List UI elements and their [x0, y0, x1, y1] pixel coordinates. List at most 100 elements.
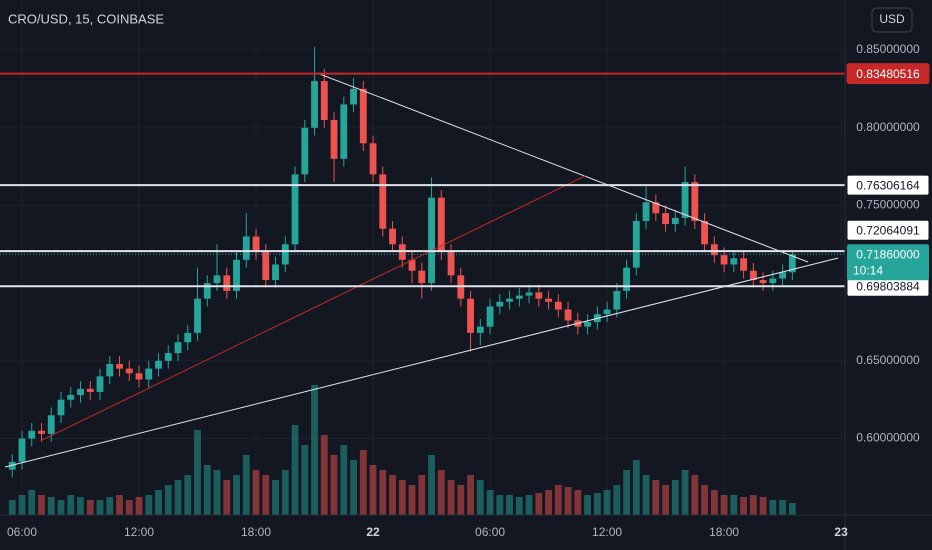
candle-body: [164, 353, 172, 361]
volume-bar: [613, 485, 621, 515]
candle-body: [359, 88, 367, 144]
candle-body: [603, 309, 611, 315]
candle-body: [184, 332, 192, 343]
x-tick-label: 06:00: [7, 525, 37, 539]
volume-bar: [593, 493, 601, 515]
level-tag: [846, 63, 930, 85]
volume-bar: [671, 480, 679, 515]
y-tick-label: 0.75000000: [856, 198, 920, 212]
candle-body: [8, 461, 16, 470]
volume-bar: [506, 495, 513, 515]
candle-body: [145, 368, 153, 380]
candle-body: [642, 202, 650, 221]
candle-body: [759, 280, 767, 284]
volume-bar: [350, 460, 357, 515]
candle-body: [788, 254, 796, 273]
currency-button-label[interactable]: USD: [879, 12, 905, 26]
x-tick-label: 18:00: [709, 525, 739, 539]
candle-body: [486, 306, 494, 327]
candle-body: [369, 143, 377, 175]
candle-body: [437, 197, 445, 253]
grid: [0, 0, 845, 515]
volume-bar: [730, 495, 738, 515]
level-tag-label: 0.72064091: [856, 223, 920, 237]
volume-bar: [779, 500, 787, 515]
volume-bar: [389, 475, 396, 515]
level-tag-label: 0.69803884: [856, 279, 920, 293]
currency-button[interactable]: [871, 7, 913, 33]
countdown: 10:14: [853, 263, 883, 277]
candle-body: [203, 283, 211, 299]
volume-bar: [203, 465, 211, 515]
volume-bar: [281, 470, 289, 515]
candle-body: [155, 360, 162, 369]
level-tag-label: 0.83480516: [856, 67, 920, 81]
volume-bar: [194, 430, 201, 515]
volume-bar: [584, 495, 591, 515]
candle-body: [525, 292, 533, 296]
volume-bar: [291, 425, 299, 515]
volume-bar: [106, 497, 114, 515]
candle-body: [67, 395, 75, 400]
trendline: [41, 175, 586, 441]
last-price-tag: [847, 244, 929, 281]
candle-body: [28, 430, 36, 439]
volume-bar: [301, 445, 309, 515]
candle-body: [652, 202, 660, 214]
candle-body: [662, 213, 669, 225]
candle-body: [740, 258, 748, 271]
candle-body: [535, 292, 543, 299]
volume-bar: [662, 485, 669, 515]
volume-bar: [691, 475, 699, 515]
volume-bar: [155, 490, 162, 515]
candle-body: [710, 244, 718, 256]
y-tick-label: 0.60000000: [856, 431, 920, 445]
candle-body: [96, 376, 104, 392]
volume-bar: [311, 385, 318, 515]
volume-bar: [545, 490, 552, 515]
candle-body: [330, 119, 338, 159]
candle-body: [632, 220, 640, 268]
volume-bar: [272, 480, 279, 515]
volume-bar: [38, 495, 45, 515]
candle-body: [515, 295, 523, 299]
volume-bar: [184, 475, 192, 515]
level-tag: [846, 219, 930, 241]
candle-body: [262, 252, 270, 281]
volume-bar: [554, 485, 562, 515]
volume-bar: [467, 475, 474, 515]
volume-bar: [96, 500, 104, 515]
candle-body: [311, 81, 318, 128]
candle-body: [379, 174, 387, 229]
y-tick-label: 0.65000000: [856, 353, 920, 367]
volume-bar: [437, 470, 445, 515]
candle-body: [613, 290, 621, 310]
candle-body: [77, 388, 84, 396]
volume-bar: [701, 485, 708, 515]
volume-bar: [145, 495, 153, 515]
candle-body: [242, 236, 250, 260]
volume-bar: [564, 487, 572, 515]
volume-bar: [223, 480, 231, 515]
candle-body: [38, 430, 45, 434]
candle-body: [272, 264, 279, 281]
candle-body: [389, 228, 396, 245]
candle-body: [223, 275, 231, 291]
candle-body: [730, 258, 738, 265]
volume-bar: [398, 480, 406, 515]
candle-body: [291, 174, 299, 245]
trendline: [317, 72, 809, 263]
volume-bar: [710, 490, 718, 515]
candle-body: [428, 197, 435, 284]
candle-body: [106, 363, 114, 377]
volume-bar: [18, 495, 26, 515]
candle-body: [779, 272, 787, 279]
volume-bar: [369, 465, 377, 515]
candle-body: [701, 220, 708, 245]
trendline: [4, 257, 839, 468]
volume-bar: [457, 485, 465, 515]
volume-bar: [320, 435, 328, 515]
